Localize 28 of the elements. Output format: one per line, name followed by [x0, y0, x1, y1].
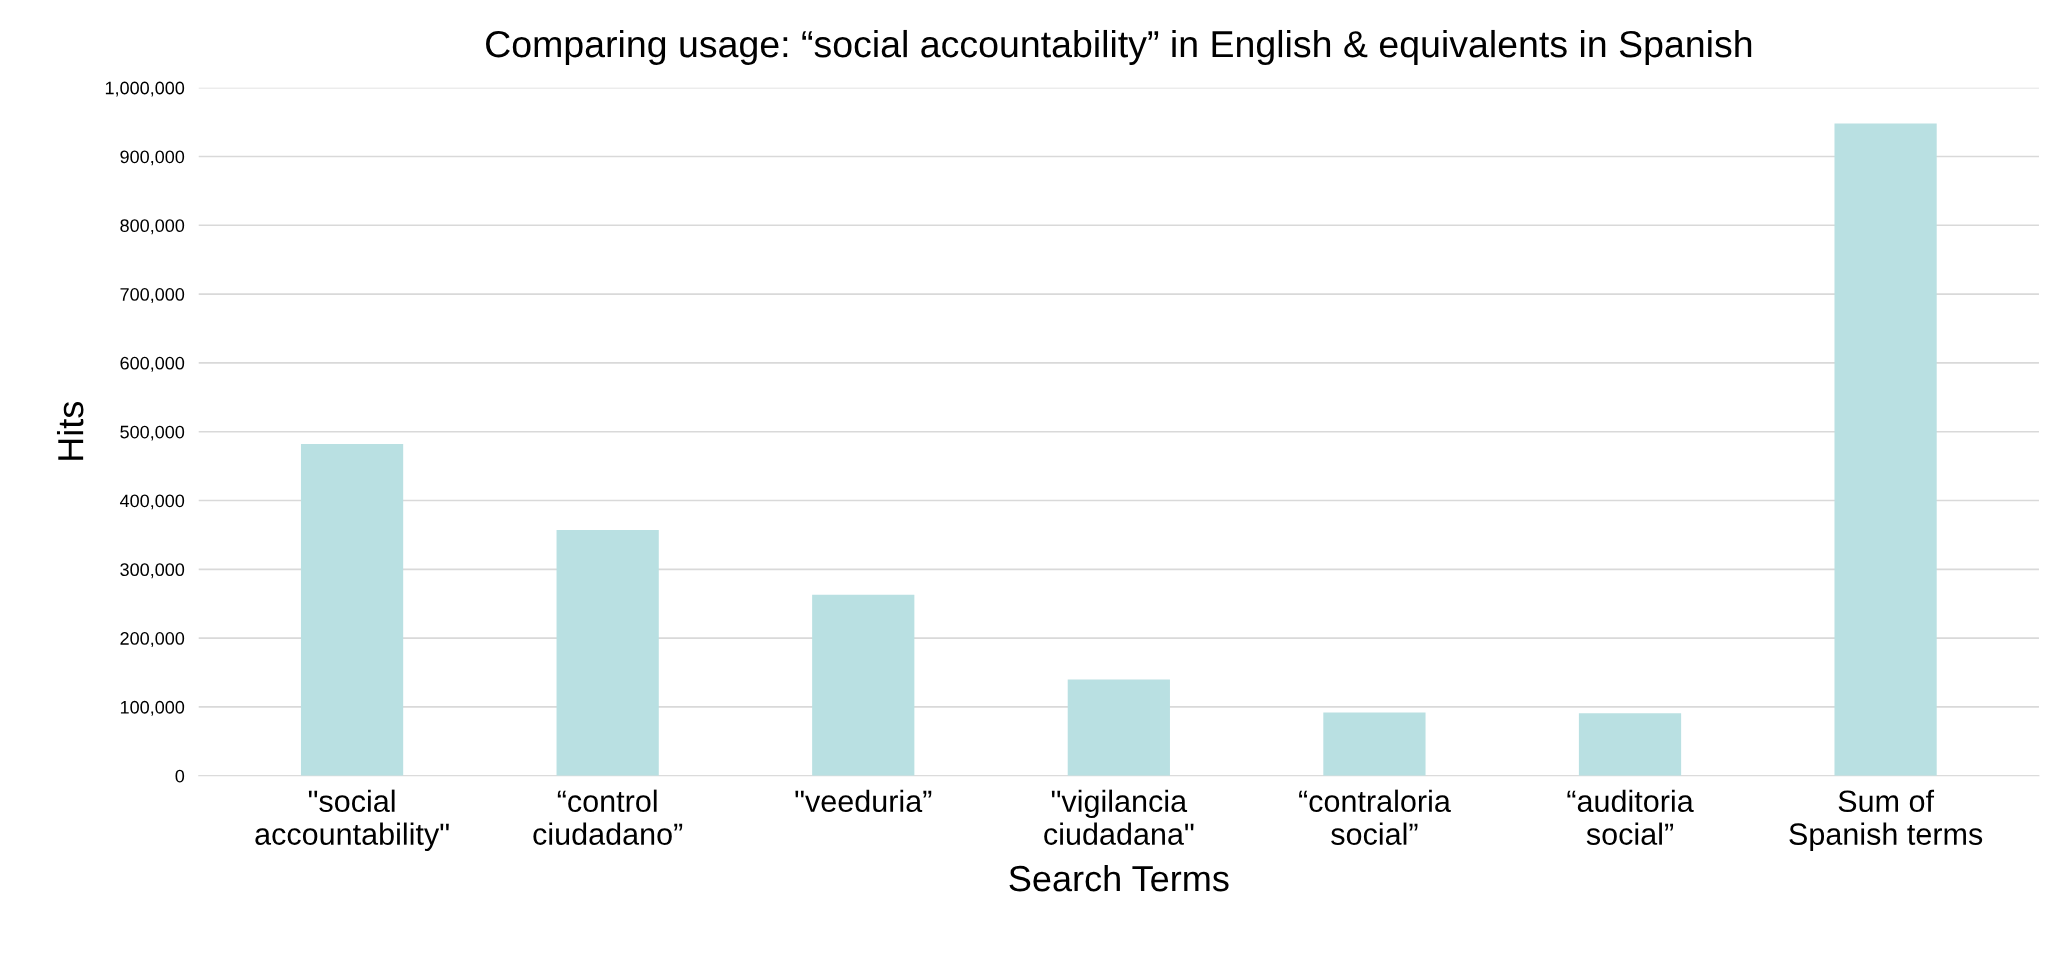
y-tick-label: 100,000 — [120, 700, 185, 716]
x-tick-label: "vigilancia ciudadana" — [1044, 789, 1194, 845]
y-tick-label: 400,000 — [119, 494, 185, 510]
bar — [1578, 713, 1682, 776]
y-tick-label: 300,000 — [120, 563, 185, 579]
x-tick-label: "social accountability" — [255, 789, 449, 852]
bar — [1067, 679, 1170, 776]
y-tick-label: 1,000,000 — [105, 81, 185, 97]
y-tick-label: 600,000 — [120, 356, 185, 372]
bar — [300, 444, 404, 776]
x-tick-label: "veeduria” — [795, 789, 932, 813]
bar — [1323, 712, 1426, 776]
x-tick-label: “contraloria social” — [1299, 789, 1451, 845]
chart-title: Comparing usage: “social accountability” in English & equivalents in Spanish — [486, 29, 1752, 65]
x-axis-title: Search Terms — [1009, 864, 1229, 892]
y-tick-label: 0 — [175, 769, 185, 783]
x-tick-label: “auditoria social” — [1567, 789, 1694, 845]
y-tick-label: 900,000 — [120, 150, 185, 166]
bar — [812, 594, 915, 776]
x-tick-label: “control ciudadano” — [533, 789, 683, 845]
y-tick-label: 800,000 — [120, 219, 185, 235]
x-tick-label: Sum of Spanish terms — [1789, 789, 1983, 852]
y-tick-label: 500,000 — [120, 425, 185, 441]
y-tick-label: 700,000 — [120, 288, 185, 303]
bar — [1834, 123, 1937, 776]
y-axis-title: Hits — [56, 401, 84, 460]
bar — [556, 530, 659, 776]
y-tick-label: 200,000 — [120, 632, 185, 647]
